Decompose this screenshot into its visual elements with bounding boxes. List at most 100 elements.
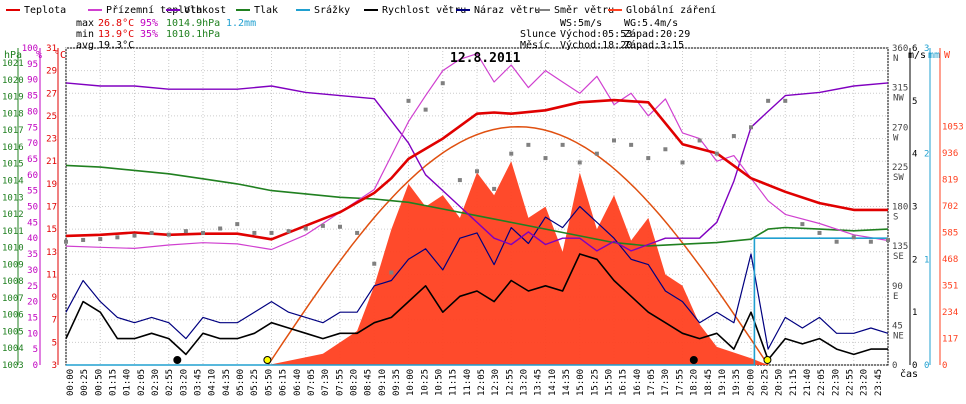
hpa-tick-label: 1004	[2, 344, 24, 354]
info-moon-set: Západ:3:15	[624, 39, 684, 51]
legend-label: Směr větru	[554, 4, 614, 16]
wind-dir-point	[98, 237, 103, 242]
x-tick-label: 00:25	[80, 369, 90, 396]
wind-dir-point	[201, 230, 205, 235]
x-tick-label: 02:05	[137, 369, 147, 396]
moon-set-marker	[173, 356, 182, 364]
info-wg: WG:5.4m/s	[624, 18, 678, 29]
degc-tick-label: 27	[46, 89, 57, 99]
wind-dir-point	[886, 237, 890, 242]
dir-tick-letter: SE	[893, 252, 904, 262]
degc-tick-label: 23	[46, 135, 57, 145]
x-tick-label: 05:00	[236, 369, 246, 396]
unit-time: čas	[900, 368, 918, 380]
wind-dir-point	[132, 233, 137, 238]
info-moon-rise: Východ:18:20	[560, 39, 632, 51]
x-tick-label: 05:50	[264, 369, 274, 396]
x-tick-label: 02:30	[151, 369, 161, 396]
stat-min-hum: 35%	[140, 29, 158, 40]
series-pressure	[65, 164, 889, 247]
x-tick-label: 17:05	[647, 369, 657, 396]
x-tick-label: 11:15	[449, 369, 459, 396]
x-tick-label: 18:20	[690, 369, 700, 396]
dir-tick-label: 225	[892, 163, 908, 173]
wind-dir-point	[851, 235, 856, 240]
pct-tick-label: 90	[27, 76, 38, 86]
degc-tick-label: 5	[52, 338, 57, 348]
hpa-tick-label: 1017	[2, 126, 24, 136]
pct-tick-label: 20	[27, 298, 38, 308]
wind-dir-point	[166, 232, 171, 237]
wind-dir-point	[509, 151, 514, 156]
stat-min-label: min	[76, 29, 94, 40]
w-tick-label: 585	[942, 229, 958, 239]
w-tick-label: 234	[942, 308, 958, 318]
info-sun-rise: Východ:05:53	[560, 28, 632, 40]
wind-dir-point	[303, 226, 308, 231]
dir-tick-label: 180	[892, 203, 908, 213]
stat-avg-label: avg	[76, 40, 94, 51]
hpa-tick-label: 1006	[2, 311, 24, 321]
unit-hpa: hPa	[4, 50, 22, 61]
dir-tick-label: 0	[892, 361, 897, 371]
wind-dir-point	[320, 223, 325, 228]
wind-dir-point	[338, 224, 342, 229]
wind-dir-point	[457, 178, 462, 183]
stat-rain: 1.2mm	[226, 18, 256, 29]
x-tick-label: 04:35	[222, 369, 232, 396]
x-tick-label: 01:40	[123, 369, 133, 396]
wind-dir-point	[594, 151, 599, 156]
wind-dir-point	[714, 151, 719, 156]
x-tick-label: 14:35	[562, 369, 572, 396]
hpa-tick-label: 1003	[2, 361, 24, 371]
legend-label: Tlak	[254, 5, 278, 16]
x-tick-label: 03:45	[194, 369, 204, 396]
wind-dir-point	[868, 239, 873, 244]
degc-tick-label: 21	[46, 157, 57, 167]
degc-tick-label: 19	[46, 180, 57, 190]
degc-tick-label: 9	[52, 293, 57, 303]
x-tick-label: 15:25	[590, 369, 600, 396]
degc-tick-label: 15	[46, 225, 57, 235]
x-tick-label: 18:45	[704, 369, 714, 396]
wind-dir-point	[800, 222, 805, 227]
wind-dir-point	[406, 98, 411, 103]
x-tick-label: 08:45	[364, 369, 374, 396]
unit-degc: °C	[54, 50, 66, 61]
hpa-tick-label: 1011	[2, 227, 24, 237]
x-tick-label: 09:10	[378, 369, 388, 396]
x-tick-label: 05:25	[250, 369, 260, 396]
dir-tick-letter: S	[893, 213, 898, 223]
info-ws: WS:5m/s	[560, 18, 602, 29]
ms-tick-label: 4	[912, 150, 917, 160]
pct-tick-label: 35	[27, 250, 38, 260]
info-sun-set: Západ:20:29	[624, 28, 690, 40]
x-tick-label: 07:55	[335, 369, 345, 396]
hpa-tick-label: 1020	[2, 76, 24, 86]
w-tick-label: 0	[942, 361, 947, 371]
x-tick-label: 11:40	[463, 369, 473, 396]
series-temperature	[65, 98, 888, 241]
ms-tick-label: 3	[912, 203, 917, 213]
dir-tick-letter: SW	[893, 173, 904, 183]
wind-dir-point	[115, 235, 120, 240]
x-tick-label: 17:55	[675, 369, 685, 396]
pct-tick-label: 25	[27, 282, 38, 292]
legend-label: Globální záření	[626, 4, 716, 16]
x-tick-label: 13:20	[520, 369, 530, 396]
wind-dir-point	[235, 222, 240, 227]
mm-tick-label: 0	[924, 361, 929, 371]
stat-max-hum: 95%	[140, 18, 158, 29]
dir-tick-letter: N	[893, 54, 898, 64]
w-tick-label: 468	[942, 255, 958, 265]
dir-tick-label: 90	[892, 282, 903, 292]
pct-tick-label: 65	[27, 155, 38, 165]
moon-rise-marker	[689, 356, 698, 364]
wind-dir-point	[543, 156, 548, 161]
hpa-tick-label: 1008	[2, 277, 24, 287]
x-tick-label: 03:20	[179, 369, 189, 396]
hpa-tick-label: 1012	[2, 210, 24, 220]
pct-tick-label: 75	[27, 123, 38, 133]
x-tick-label: 01:15	[109, 369, 119, 396]
